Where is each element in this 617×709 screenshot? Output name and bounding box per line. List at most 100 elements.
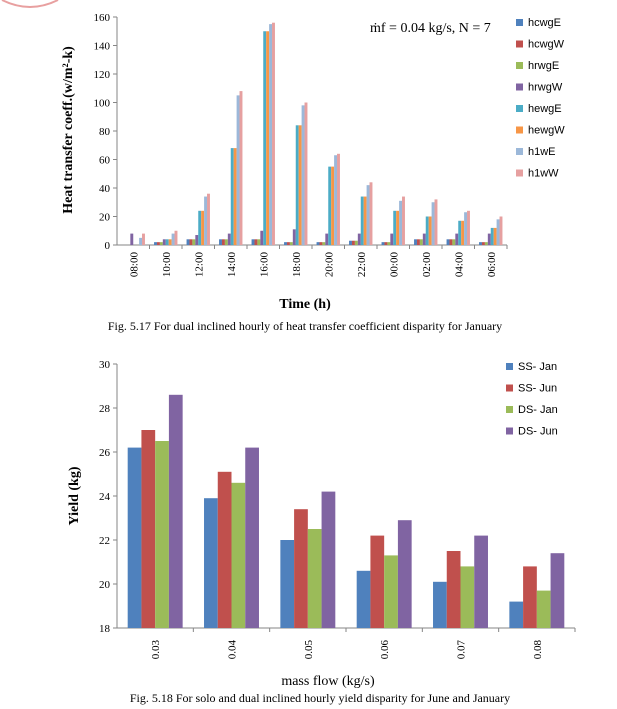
bar-hewgw-1600 xyxy=(266,31,270,245)
bar-h1we-2000 xyxy=(334,155,338,245)
bar-hcwgw-1000 xyxy=(156,242,160,245)
legend-label: hcwgE xyxy=(528,17,561,29)
bar-ss-jun-007 xyxy=(446,551,461,628)
bar-hrwgw-0600 xyxy=(487,233,491,245)
bar-hewge-1200 xyxy=(198,210,202,245)
legend-swatch xyxy=(506,406,513,413)
bar-hcwge-1200 xyxy=(186,239,190,245)
bar-hewge-1600 xyxy=(263,31,267,245)
legend-swatch xyxy=(506,384,513,392)
bar-ds-jan-004 xyxy=(231,482,246,628)
bar-hewgw-0000 xyxy=(396,210,400,245)
x-tick-label: 16:00 xyxy=(258,252,270,278)
y-tick-label: 24 xyxy=(99,491,111,503)
bar-hrwge-0200 xyxy=(419,239,423,245)
bar-h1ww-1600 xyxy=(272,22,275,246)
bar-h1ww-1200 xyxy=(207,193,210,245)
bar-h1ww-0600 xyxy=(499,216,503,245)
bar-ds-jun-003 xyxy=(168,394,183,628)
bar-hcwgw-1200 xyxy=(189,239,193,245)
y-tick-label: 120 xyxy=(94,69,111,81)
bar-h1ww-1800 xyxy=(304,102,308,245)
y-tick-label: 28 xyxy=(99,403,111,415)
x-tick-label: 0.05 xyxy=(303,640,315,660)
legend-swatch xyxy=(516,62,523,69)
bar-hewge-0000 xyxy=(393,210,397,245)
bar-hewge-0200 xyxy=(425,216,429,245)
bar-hcwge-2000 xyxy=(316,242,320,245)
bar-hewgw-1200 xyxy=(201,210,205,245)
bar-ds-jun-004 xyxy=(245,447,259,628)
bar-h1ww-0400 xyxy=(467,210,470,245)
x-tick-label: 0.08 xyxy=(532,640,544,660)
bar-h1we-1000 xyxy=(171,233,175,245)
bar-hewge-1400 xyxy=(230,148,234,245)
legend-label: SS- Jan xyxy=(518,361,557,373)
x-tick-label: 04:00 xyxy=(453,252,465,278)
bar-h1ww-0000 xyxy=(402,196,405,245)
heat-transfer-chart: 0 20 40 60 80 100 120 140 160 08:00 10:00 12:00 14:0… xyxy=(61,12,565,333)
bar-h1we-0000 xyxy=(399,200,403,245)
bar-h1we-1600 xyxy=(269,24,273,245)
bar-hcwge-1400 xyxy=(219,239,222,245)
bar-h1we-0600 xyxy=(496,219,500,245)
x-tick-label: 0.07 xyxy=(456,640,468,660)
bar-hcwge-0000 xyxy=(381,242,385,245)
bar-h1ww-1400 xyxy=(239,91,243,245)
bar-h1ww-0200 xyxy=(434,199,438,245)
bar-ss-jan-004 xyxy=(204,498,218,628)
y-tick-label: 160 xyxy=(94,12,111,24)
x-tick-label: 20:00 xyxy=(323,252,335,278)
bar-hcwge-1600 xyxy=(251,239,255,245)
legend-swatch xyxy=(516,126,523,134)
y-tick-label: 60 xyxy=(99,155,111,167)
bar-hrwge-2200 xyxy=(354,240,358,245)
bar-hcwge-0600 xyxy=(479,242,482,245)
bar-hewge-2000 xyxy=(328,166,332,245)
y-tick-label: 26 xyxy=(99,447,111,459)
legend-label: hewgW xyxy=(528,125,565,137)
bar-hewge-0600 xyxy=(490,227,494,245)
figure-5-18-caption: Fig. 5.18 For solo and dual inclined hou… xyxy=(130,691,510,705)
bar-hcwge-1800 xyxy=(284,242,287,245)
legend-swatch xyxy=(506,363,513,370)
chart1-bars xyxy=(130,22,503,246)
bar-hcwgw-2000 xyxy=(319,242,323,245)
yield-chart: 18 20 22 24 26 28 30 0.03 0.04 0.05 0.06 0.07 0.08 S… xyxy=(67,359,576,705)
bar-hewgw-0200 xyxy=(428,216,432,245)
x-tick-label: 06:00 xyxy=(486,252,498,278)
bar-hewgw-2000 xyxy=(331,166,335,245)
y-tick-label: 22 xyxy=(99,535,110,547)
chart2-axes: 18 20 22 24 26 28 30 0.03 0.04 0.05 0.06 0.07 0.08 xyxy=(99,359,576,660)
bar-ss-jan-008 xyxy=(509,601,524,628)
bar-h1we-1800 xyxy=(301,105,305,245)
bar-hcwgw-2200 xyxy=(351,240,355,245)
chart1-x-axis-label: Time (h) xyxy=(279,297,331,312)
bar-hcwgw-0000 xyxy=(384,242,388,245)
y-tick-label: 18 xyxy=(99,623,111,635)
bar-hewge-0400 xyxy=(458,220,462,245)
chart1-y-axis-label: Heat transfer coeff.(w/m²-k) xyxy=(61,46,76,214)
bar-ds-jun-005 xyxy=(321,491,336,628)
bar-h1we-2200 xyxy=(366,185,370,245)
bar-hcwge-0400 xyxy=(446,239,450,245)
legend-swatch xyxy=(516,19,523,26)
bar-ds-jan-003 xyxy=(155,441,169,628)
decorative-circle-fragment xyxy=(1,0,59,8)
legend-label: DS- Jan xyxy=(518,404,558,416)
legend-swatch xyxy=(516,40,523,48)
bar-hrwgw-1600 xyxy=(260,230,264,245)
x-tick-label: 00:00 xyxy=(388,252,400,278)
bar-hrwgw-1200 xyxy=(195,235,199,245)
x-tick-label: 14:00 xyxy=(226,252,238,278)
bar-hrwge-0600 xyxy=(484,242,488,245)
bar-h1ww-2000 xyxy=(337,153,340,245)
bar-hewge-1000 xyxy=(165,239,169,245)
bar-ss-jan-007 xyxy=(433,581,447,628)
bar-hewgw-1000 xyxy=(168,239,172,245)
chart2-x-axis-label: mass flow (kg/s) xyxy=(281,674,375,689)
bar-hrwge-0400 xyxy=(452,239,456,245)
bar-hewgw-1800 xyxy=(298,125,302,245)
x-tick-label: 02:00 xyxy=(421,252,433,278)
figure-5-17-caption: Fig. 5.17 For dual inclined hourly of he… xyxy=(108,319,502,333)
